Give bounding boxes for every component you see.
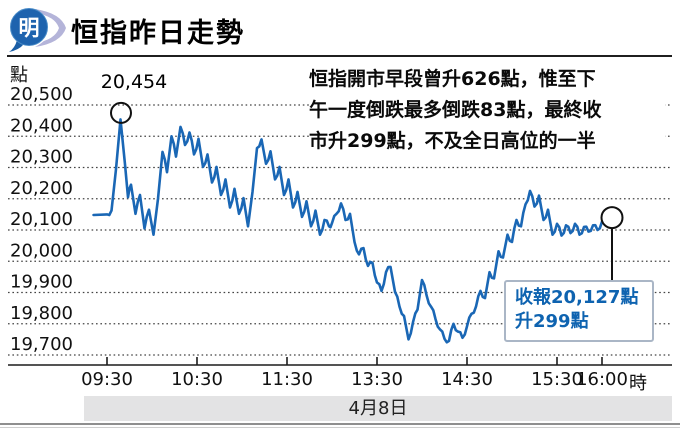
commentary-line-1: 恒指開市早段曾升626點，惟至下 xyxy=(309,68,596,90)
change-line: 升299點 xyxy=(515,311,589,332)
bottom-rule xyxy=(0,423,680,425)
svg-text:15:30: 15:30 xyxy=(531,369,583,390)
svg-text:20,000: 20,000 xyxy=(10,240,73,261)
x-axis-unit-label: 時 xyxy=(629,373,647,394)
day-high-label: 20,454 xyxy=(100,71,168,93)
logo-bubble-circle xyxy=(10,8,48,46)
price-line xyxy=(92,118,604,344)
y-axis-unit-label: 點 xyxy=(10,65,28,86)
svg-text:14:30: 14:30 xyxy=(441,369,493,390)
commentary-line-3: 市升299點，不及全日高位的一半 xyxy=(309,130,596,152)
x-axis xyxy=(8,357,672,366)
close-marker-circle xyxy=(600,206,624,230)
svg-text:19,700: 19,700 xyxy=(10,334,73,355)
svg-text:20,400: 20,400 xyxy=(10,115,73,136)
svg-text:13:30: 13:30 xyxy=(351,369,403,390)
commentary-text: 恒指開市早段曾升626點，惟至下 午一度倒跌最多倒跌83點，最終收 市升299點… xyxy=(309,64,665,157)
svg-text:20,300: 20,300 xyxy=(10,147,73,168)
svg-text:20,500: 20,500 xyxy=(10,84,73,105)
svg-text:11:30: 11:30 xyxy=(261,369,313,390)
logo-text: 明 xyxy=(19,16,40,40)
svg-text:10:30: 10:30 xyxy=(171,369,223,390)
page-title: 恒指昨日走勢 xyxy=(71,18,245,49)
svg-text:19,800: 19,800 xyxy=(10,303,73,324)
mingpao-logo-icon: 明 xyxy=(9,8,66,52)
date-band: 4月8日 xyxy=(84,396,672,421)
header-rule xyxy=(7,55,672,57)
logo-wing-gap xyxy=(35,13,59,43)
bottom-rule-light xyxy=(0,427,680,428)
logo-wing-shape xyxy=(35,9,66,47)
day-high-marker-circle xyxy=(110,101,132,124)
svg-text:20,100: 20,100 xyxy=(10,209,73,230)
close-price-callout: 收報20,127點 升299點 xyxy=(504,280,654,342)
svg-text:16:00: 16:00 xyxy=(576,369,628,390)
commentary-line-2: 午一度倒跌最多倒跌83點，最終收 xyxy=(309,99,602,121)
y-axis-labels: 20,500 20,400 20,300 20,200 20,100 20,000 19,9… xyxy=(10,84,73,355)
svg-text:19,900: 19,900 xyxy=(10,272,73,293)
close-price-line: 收報20,127點 xyxy=(515,287,639,308)
svg-text:20,200: 20,200 xyxy=(10,178,73,199)
svg-text:09:30: 09:30 xyxy=(81,369,133,390)
